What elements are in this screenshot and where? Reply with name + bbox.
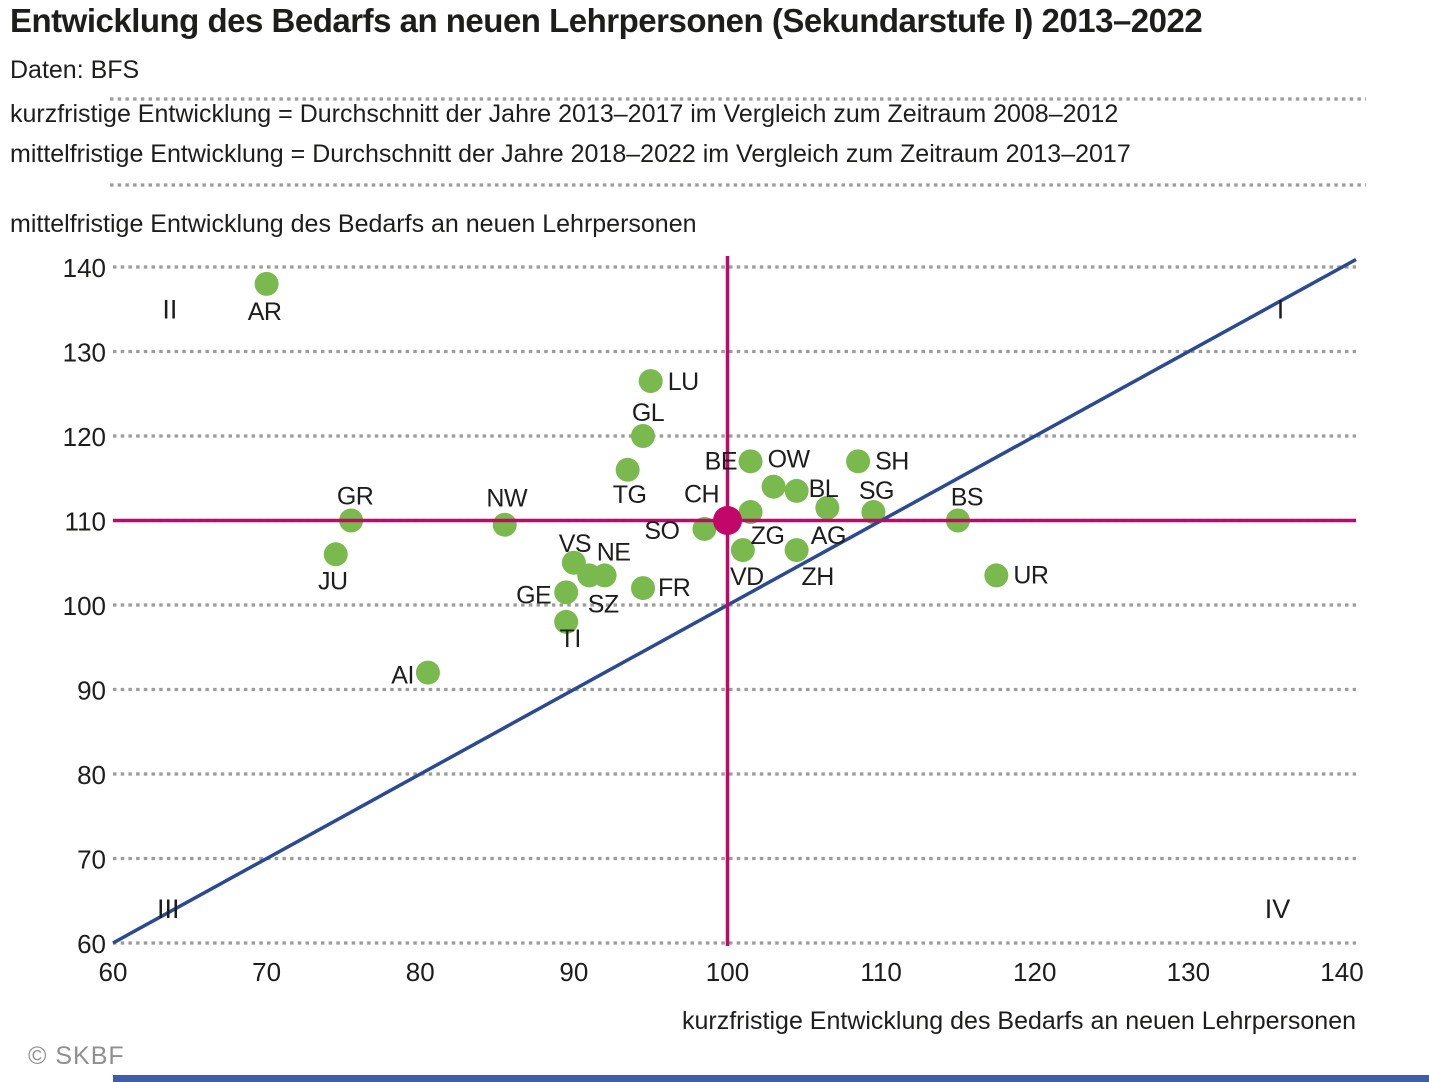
point-TG bbox=[615, 457, 640, 482]
quadrant-label-IV: IV bbox=[1265, 894, 1291, 924]
point-label-NE: NE bbox=[597, 538, 631, 566]
point-BL bbox=[784, 478, 809, 503]
x-tick-label-80: 80 bbox=[406, 957, 435, 987]
page-title: Entwicklung des Bedarfs an neuen Lehrper… bbox=[10, 2, 1203, 39]
point-label-SG: SG bbox=[859, 477, 894, 505]
y-axis-title: mittelfristige Entwicklung des Bedarfs a… bbox=[10, 210, 697, 238]
y-tick-label-60: 60 bbox=[77, 929, 106, 959]
point-label-TI: TI bbox=[560, 625, 581, 653]
x-tick-label-100: 100 bbox=[706, 957, 749, 987]
point-label-SH: SH bbox=[875, 447, 909, 475]
x-tick-label-120: 120 bbox=[1013, 957, 1056, 987]
point-FR bbox=[631, 576, 656, 601]
x-tick-label-130: 130 bbox=[1167, 957, 1210, 987]
definition-kurzfristig: kurzfristige Entwicklung = Durchschnitt … bbox=[10, 100, 1119, 128]
y-tick-label-120: 120 bbox=[63, 422, 106, 452]
point-AR bbox=[254, 271, 279, 296]
copyright-label: © SKBF bbox=[28, 1042, 125, 1070]
quadrant-label-I: I bbox=[1277, 294, 1285, 324]
y-tick-label-100: 100 bbox=[63, 591, 106, 621]
y-tick-label-130: 130 bbox=[63, 338, 106, 368]
y-tick-label-70: 70 bbox=[77, 845, 106, 875]
point-label-JU: JU bbox=[318, 567, 348, 595]
x-tick-label-60: 60 bbox=[99, 957, 128, 987]
y-tick-label-90: 90 bbox=[77, 676, 106, 706]
point-label-BS: BS bbox=[951, 484, 983, 512]
point-VD bbox=[730, 538, 755, 563]
definition-mittelfristig: mittelfristige Entwicklung = Durchschnit… bbox=[10, 140, 1131, 168]
y-tick-label-80: 80 bbox=[77, 760, 106, 790]
point-SO bbox=[692, 516, 717, 541]
point-label-AG: AG bbox=[811, 522, 846, 550]
point-NW bbox=[492, 512, 517, 537]
x-tick-label-140: 140 bbox=[1320, 957, 1363, 987]
point-UR bbox=[984, 563, 1009, 588]
data-source-label: Daten: BFS bbox=[10, 56, 140, 84]
point-label-AI: AI bbox=[391, 662, 414, 690]
point-label-SZ: SZ bbox=[588, 590, 619, 618]
point-label-NW: NW bbox=[486, 485, 528, 513]
point-label-AR: AR bbox=[248, 298, 282, 326]
point-label-ZG: ZG bbox=[751, 522, 785, 550]
point-LU bbox=[638, 369, 663, 394]
point-label-BE: BE bbox=[705, 447, 737, 475]
point-label-GR: GR bbox=[337, 483, 374, 511]
x-tick-label-70: 70 bbox=[252, 957, 281, 987]
point-TI bbox=[554, 609, 579, 634]
point-label-SO: SO bbox=[644, 517, 679, 545]
quadrant-label-III: III bbox=[157, 894, 180, 924]
point-JU bbox=[323, 542, 348, 567]
point-SH bbox=[846, 449, 871, 474]
point-BE bbox=[738, 449, 763, 474]
point-label-OW: OW bbox=[768, 446, 811, 474]
y-tick-label-110: 110 bbox=[65, 507, 106, 537]
point-AG bbox=[815, 495, 840, 520]
point-ZG bbox=[738, 500, 763, 525]
point-label-BL: BL bbox=[809, 475, 839, 503]
point-label-FR: FR bbox=[658, 574, 690, 602]
x-tick-label-90: 90 bbox=[559, 957, 588, 987]
point-label-VD: VD bbox=[730, 563, 764, 591]
point-label-TG: TG bbox=[613, 481, 647, 509]
diagonal-identity-line bbox=[112, 257, 1357, 945]
point-label-GL: GL bbox=[632, 399, 665, 427]
point-label-UR: UR bbox=[1013, 561, 1048, 589]
point-AI bbox=[415, 660, 440, 685]
x-tick-label-110: 110 bbox=[860, 957, 901, 987]
point-label-GE: GE bbox=[516, 581, 551, 609]
point-GE bbox=[554, 580, 579, 605]
x-axis-title: kurzfristige Entwicklung des Bedarfs an … bbox=[681, 1007, 1356, 1035]
point-label-ZH: ZH bbox=[801, 563, 833, 591]
point-OW bbox=[761, 474, 786, 499]
footer-accent-bar bbox=[113, 1075, 1429, 1082]
point-CH bbox=[713, 506, 742, 535]
point-label-VS: VS bbox=[559, 530, 591, 558]
quadrant-label-II: II bbox=[162, 294, 177, 324]
point-label-CH: CH bbox=[684, 481, 719, 509]
point-label-LU: LU bbox=[668, 368, 699, 396]
point-SZ bbox=[577, 563, 602, 588]
point-GL bbox=[631, 424, 656, 448]
point-ZH bbox=[784, 538, 809, 563]
point-SG bbox=[861, 500, 886, 525]
y-tick-label-140: 140 bbox=[63, 253, 106, 283]
